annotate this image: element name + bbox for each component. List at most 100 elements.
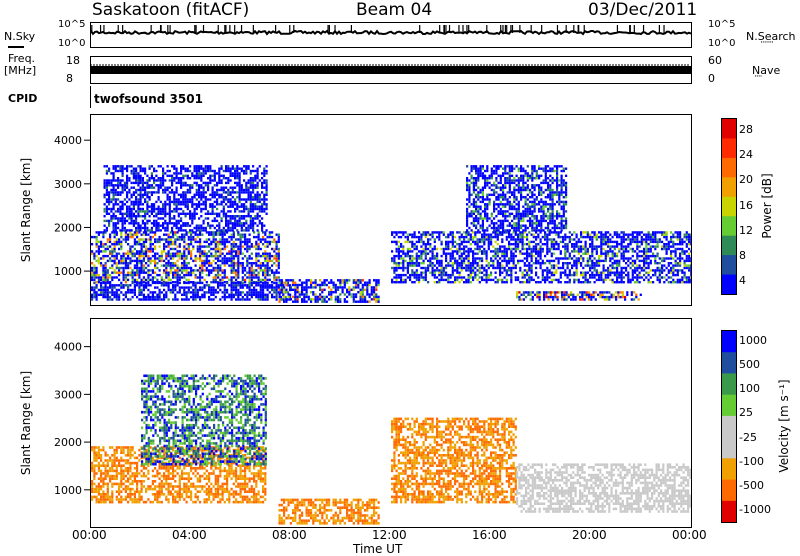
heatmap-cell-4 — [526, 274, 528, 276]
heatmap-cell-4 — [621, 281, 623, 283]
heatmap-cell-0 — [143, 255, 145, 257]
heatmap-cell-2 — [239, 201, 241, 203]
heatmap-cell-2 — [126, 170, 128, 172]
heatmap-cell-4 — [648, 243, 650, 245]
heatmap-cell-2 — [250, 203, 252, 205]
heatmap-cell-2 — [167, 229, 169, 231]
heatmap-cell-0 — [91, 272, 93, 274]
heatmap-cell-2 — [151, 206, 153, 208]
heatmap-cell-1 — [129, 291, 131, 293]
heatmap-cell-4 — [632, 241, 634, 243]
heatmap-cell-0 — [136, 253, 138, 255]
heatmap-cell-4 — [603, 264, 605, 266]
heatmap-cell-1 — [172, 286, 174, 288]
heatmap-cell-4 — [630, 279, 632, 281]
heatmap-cell-4 — [411, 250, 413, 252]
heatmap-cell-4 — [504, 255, 506, 257]
heatmap-cell-0 — [215, 245, 217, 247]
heatmap-cell-2 — [209, 227, 211, 229]
heatmap-cell-1 — [138, 282, 140, 284]
heatmap-cell-4 — [411, 234, 413, 236]
heatmap-cell-0 — [105, 267, 107, 269]
heatmap-cell-2 — [266, 172, 268, 174]
heatmap-cell-1 — [195, 284, 197, 286]
heatmap-cell-1 — [168, 286, 170, 288]
heatmap-cell-4 — [571, 264, 573, 266]
heatmap-cell-0 — [224, 241, 226, 243]
heatmap-cell-0 — [105, 243, 107, 245]
heatmap-cell-2 — [122, 215, 124, 217]
heatmap-cell-2 — [140, 177, 142, 179]
heatmap-cell-4 — [589, 274, 591, 276]
heatmap-cell-4 — [591, 250, 593, 252]
heatmap-cell-3 — [344, 279, 346, 281]
heatmap-cell-4 — [418, 257, 420, 259]
heatmap-cell-2 — [185, 229, 187, 231]
heatmap-cell-1 — [118, 289, 120, 291]
heatmap-cell-2 — [239, 210, 241, 212]
power-plot — [90, 114, 692, 306]
heatmap-cell-4 — [393, 231, 395, 233]
heatmap-cell-2 — [232, 217, 234, 219]
heatmap-cell-0 — [141, 243, 143, 245]
heatmap-cell-2 — [263, 203, 265, 205]
heatmap-cell-3 — [281, 286, 283, 288]
heatmap-cell-2 — [146, 179, 148, 181]
heatmap-cell-4 — [391, 241, 393, 243]
heatmap-cell-2 — [227, 225, 229, 227]
heatmap-cell-4 — [405, 279, 407, 281]
heatmap-cell-4 — [441, 255, 443, 257]
heatmap-cell-3 — [290, 286, 292, 288]
heatmap-cell-0 — [105, 274, 107, 276]
heatmap-cell-4 — [409, 248, 411, 250]
heatmap-cell-4 — [438, 231, 440, 233]
heatmap-cell-0 — [255, 262, 257, 264]
heatmap-cell-0 — [111, 276, 113, 278]
heatmap-cell-4 — [555, 279, 557, 281]
heatmap-cell-4 — [463, 267, 465, 269]
heatmap-cell-2 — [126, 206, 128, 208]
heatmap-cell-4 — [526, 264, 528, 266]
heatmap-cell-4 — [407, 236, 409, 238]
heatmap-cell-0 — [100, 264, 102, 266]
heatmap-cell-1 — [271, 289, 273, 291]
heatmap-cell-2 — [117, 203, 119, 205]
heatmap-cell-2 — [212, 208, 214, 210]
heatmap-cell-2 — [187, 177, 189, 179]
heatmap-cell-4 — [423, 262, 425, 264]
heatmap-cell-2 — [122, 168, 124, 170]
heatmap-cell-3 — [317, 296, 319, 298]
heatmap-cell-3 — [346, 289, 348, 291]
heatmap-cell-0 — [116, 253, 118, 255]
heatmap-cell-2 — [128, 189, 130, 191]
heatmap-cell-4 — [625, 274, 627, 276]
heatmap-cell-3 — [294, 293, 296, 295]
heatmap-cell-2 — [115, 189, 117, 191]
heatmap-cell-4 — [463, 245, 465, 247]
heatmap-cell-4 — [580, 262, 582, 264]
heatmap-cell-3 — [366, 293, 368, 295]
heatmap-cell-1 — [96, 286, 98, 288]
heatmap-cell-0 — [231, 262, 233, 264]
heatmap-cell-4 — [477, 274, 479, 276]
heatmap-cell-0 — [192, 260, 194, 262]
heatmap-cell-0 — [183, 269, 185, 271]
heatmap-cell-4 — [456, 276, 458, 278]
heatmap-cell-2 — [135, 222, 137, 224]
heatmap-cell-0 — [181, 272, 183, 274]
heatmap-cell-4 — [587, 260, 589, 262]
heatmap-cell-1 — [226, 296, 228, 298]
heatmap-cell-4 — [585, 231, 587, 233]
heatmap-cell-4 — [452, 234, 454, 236]
heatmap-cell-0 — [197, 245, 199, 247]
heatmap-cell-2 — [106, 184, 108, 186]
heatmap-cell-0 — [204, 250, 206, 252]
heatmap-cell-2 — [243, 170, 245, 172]
heatmap-cell-2 — [257, 187, 259, 189]
heatmap-cell-4 — [616, 260, 618, 262]
heatmap-cell-2 — [104, 184, 106, 186]
heatmap-cell-4 — [533, 255, 535, 257]
heatmap-cell-2 — [218, 182, 220, 184]
heatmap-cell-0 — [102, 279, 104, 281]
heatmap-cell-4 — [558, 245, 560, 247]
